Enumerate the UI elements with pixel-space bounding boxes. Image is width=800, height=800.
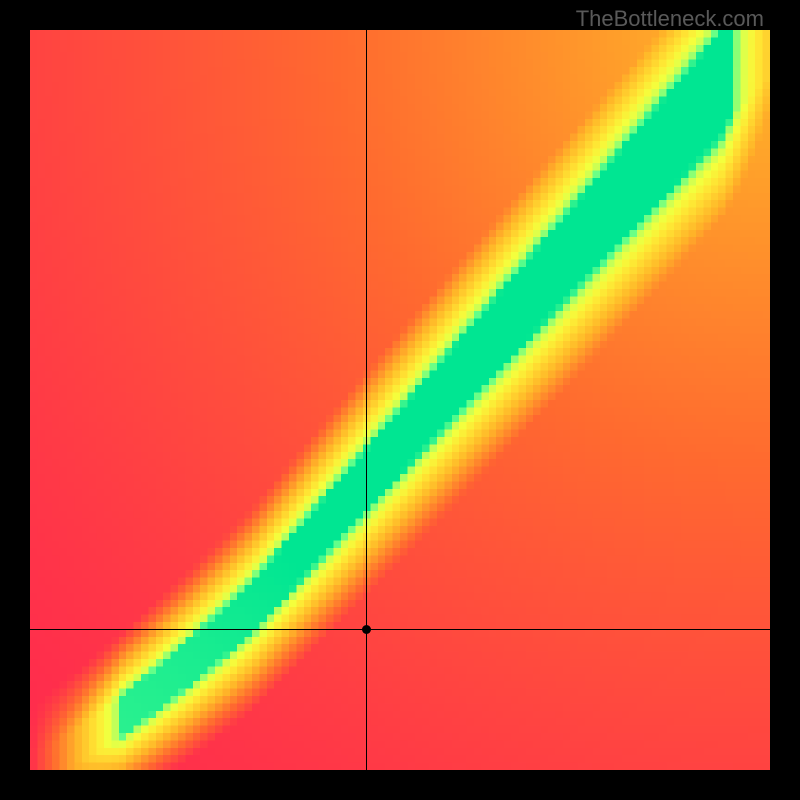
bottleneck-heatmap	[30, 30, 770, 770]
chart-container: TheBottleneck.com	[0, 0, 800, 800]
crosshair-horizontal	[30, 629, 770, 630]
watermark-text: TheBottleneck.com	[576, 6, 764, 32]
crosshair-vertical	[366, 30, 367, 770]
